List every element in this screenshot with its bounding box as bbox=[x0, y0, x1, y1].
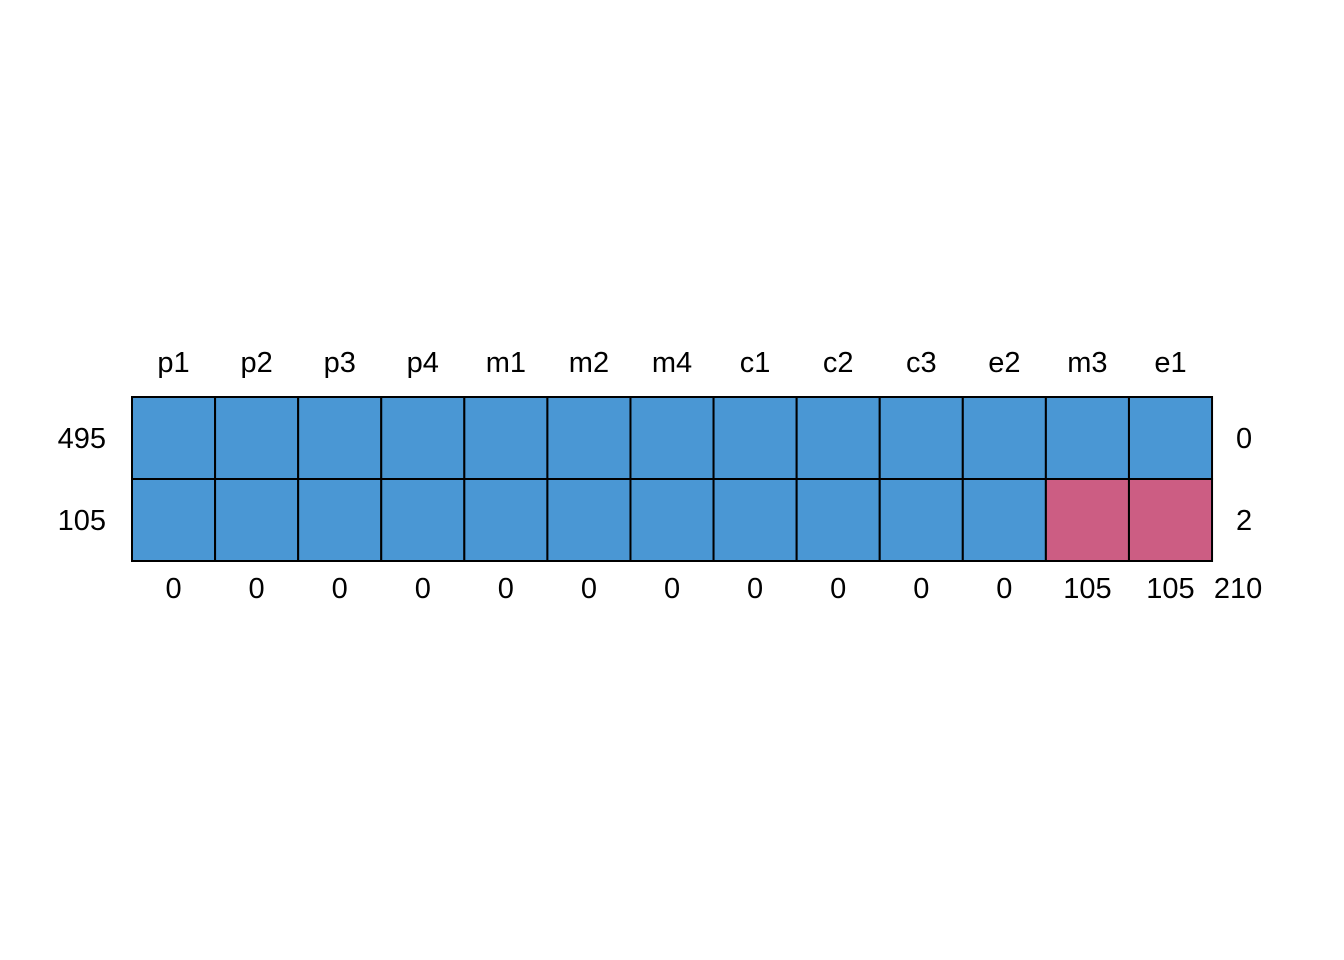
column-total-m1: 0 bbox=[498, 573, 514, 605]
cell-p2-row1 bbox=[214, 396, 300, 480]
cell-p4-row2 bbox=[380, 478, 466, 562]
cell-m2-row2 bbox=[546, 478, 632, 562]
cell-c3-row1 bbox=[878, 396, 964, 480]
cell-c2-row1 bbox=[795, 396, 881, 480]
pattern-labels: p1 p2 p3 p4 m1 m2 m4 c1 c2 c3 e2 m3 e1 495 0 105 2 0 0 0 0 0 0… bbox=[58, 347, 1263, 605]
column-total-e2: 0 bbox=[996, 573, 1012, 605]
pattern-grid bbox=[131, 396, 1214, 562]
cell-c1-row1 bbox=[712, 396, 798, 480]
column-total-p3: 0 bbox=[332, 573, 348, 605]
cell-m1-row1 bbox=[463, 396, 549, 480]
cell-m4-row1 bbox=[629, 396, 715, 480]
cell-c3-row2 bbox=[878, 478, 964, 562]
column-label-p4: p4 bbox=[407, 347, 439, 379]
cell-p3-row1 bbox=[297, 396, 383, 480]
column-label-c1: c1 bbox=[740, 347, 771, 379]
cell-c1-row2 bbox=[712, 478, 798, 562]
column-label-m3: m3 bbox=[1067, 347, 1107, 379]
cell-e1-row2 bbox=[1127, 478, 1214, 562]
cell-p4-row1 bbox=[380, 396, 466, 480]
row-missing-label: 2 bbox=[1236, 505, 1252, 537]
column-total-c2: 0 bbox=[830, 573, 846, 605]
column-label-c3: c3 bbox=[906, 347, 937, 379]
cell-m3-row2 bbox=[1044, 478, 1130, 562]
column-label-c2: c2 bbox=[823, 347, 854, 379]
cell-p1-row1 bbox=[131, 396, 217, 480]
cell-m3-row1 bbox=[1044, 396, 1130, 480]
column-label-m4: m4 bbox=[652, 347, 692, 379]
column-label-p3: p3 bbox=[324, 347, 356, 379]
column-label-e1: e1 bbox=[1154, 347, 1186, 379]
column-label-p1: p1 bbox=[157, 347, 189, 379]
column-total-p1: 0 bbox=[165, 573, 181, 605]
column-total-p2: 0 bbox=[249, 573, 265, 605]
cell-e1-row1 bbox=[1127, 396, 1214, 480]
row-count-label: 105 bbox=[58, 505, 106, 537]
column-label-m2: m2 bbox=[569, 347, 609, 379]
column-total-p4: 0 bbox=[415, 573, 431, 605]
cell-e2-row1 bbox=[961, 396, 1047, 480]
cell-m2-row1 bbox=[546, 396, 632, 480]
cell-e2-row2 bbox=[961, 478, 1047, 562]
column-total-m4: 0 bbox=[664, 573, 680, 605]
column-total-e1: 105 bbox=[1146, 573, 1194, 605]
cell-c2-row2 bbox=[795, 478, 881, 562]
cell-p3-row2 bbox=[297, 478, 383, 562]
grand-total: 210 bbox=[1214, 573, 1262, 605]
column-label-e2: e2 bbox=[988, 347, 1020, 379]
cell-m4-row2 bbox=[629, 478, 715, 562]
column-total-c3: 0 bbox=[913, 573, 929, 605]
cell-p2-row2 bbox=[214, 478, 300, 562]
column-total-m2: 0 bbox=[581, 573, 597, 605]
column-total-c1: 0 bbox=[747, 573, 763, 605]
row-missing-label: 0 bbox=[1236, 423, 1252, 455]
row-count-label: 495 bbox=[58, 423, 106, 455]
column-label-p2: p2 bbox=[240, 347, 272, 379]
cell-m1-row2 bbox=[463, 478, 549, 562]
cell-p1-row2 bbox=[131, 478, 217, 562]
column-label-m1: m1 bbox=[486, 347, 526, 379]
column-total-m3: 105 bbox=[1063, 573, 1111, 605]
